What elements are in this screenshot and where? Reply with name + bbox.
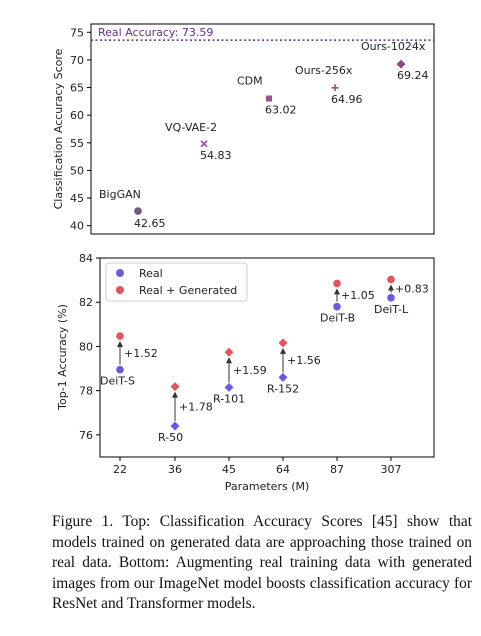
top-y-axis-label: Classification Accuracy Score [52, 48, 65, 209]
model-label: DeiT-S [100, 375, 135, 388]
legend-marker-real [116, 269, 124, 277]
model-label: R-50 [158, 431, 183, 444]
gain-label: +1.59 [233, 364, 267, 377]
bottom-plot-frame [99, 257, 435, 458]
bottom-annotations: +1.52 DeiT-S +1.78 R-50 +1.59 R-101 +1.56 R-152… [100, 283, 429, 444]
top-y-tick-label: 55 [70, 137, 84, 150]
gain-arrows [117, 284, 394, 422]
top-y-ticks: 40 45 50 55 60 65 70 75 [70, 26, 91, 233]
bottom-y-tick-label: 80 [79, 340, 93, 353]
top-point-name: VQ-VAE-2 [165, 121, 217, 134]
top-y-tick-label: 40 [70, 220, 84, 233]
real-generated-point [333, 279, 341, 288]
top-point-marker [134, 207, 142, 215]
top-point-name: BigGAN [99, 188, 141, 201]
top-point-value: 64.96 [331, 93, 363, 106]
legend-box [105, 262, 248, 302]
real-point [278, 372, 288, 382]
reference-line-label: Real Accuracy: 73.59 [98, 26, 213, 39]
real-generated-point [387, 275, 395, 284]
top-point-name: Ours-256x [295, 64, 353, 77]
gain-arrow-head [334, 288, 340, 295]
real-point [170, 421, 180, 431]
gain-label: +1.52 [124, 347, 158, 360]
top-point-name: Ours-1024x [361, 40, 426, 53]
gain-arrow-head [388, 284, 394, 291]
gain-arrow-head [117, 341, 123, 348]
legend-marker-real-generated [116, 286, 124, 294]
bottom-y-ticks: 76 78 80 82 84 [79, 252, 100, 442]
real-generated-point [170, 382, 180, 392]
bottom-x-axis-label: Parameters (M) [225, 480, 310, 493]
top-point-name: CDM [237, 74, 263, 87]
top-y-tick-label: 45 [70, 192, 84, 205]
gain-arrow-head [226, 357, 232, 364]
gain-label: +1.56 [287, 354, 321, 367]
bottom-x-tick-label: 22 [113, 463, 127, 476]
gain-arrow-head [172, 391, 178, 398]
gain-label: +1.05 [341, 289, 375, 302]
real-point [116, 365, 124, 374]
legend-label-real-generated: Real + Generated [139, 284, 237, 297]
top-point-marker [396, 59, 406, 69]
top-point-value: 54.83 [200, 149, 232, 162]
top-point-value: 69.24 [397, 69, 429, 82]
top-plot-frame [90, 23, 435, 235]
model-label: DeiT-B [320, 312, 355, 325]
top-chart: 40 45 50 55 60 65 70 75 Real Accuracy: 73.59 Bi… [52, 23, 435, 235]
legend: Real Real + Generated [105, 262, 248, 302]
model-label: R-101 [213, 392, 245, 405]
bottom-y-tick-label: 76 [79, 429, 93, 442]
top-point-marker [200, 140, 208, 148]
top-point-marker [266, 95, 272, 102]
bottom-y-tick-label: 78 [79, 385, 93, 398]
bottom-y-tick-label: 84 [79, 252, 93, 265]
gain-label: +0.83 [395, 283, 429, 296]
top-y-tick-label: 50 [70, 164, 84, 177]
real-generated-point [278, 338, 288, 348]
top-point-value: 42.65 [134, 217, 166, 230]
real-point [387, 294, 395, 302]
bottom-y-tick-label: 82 [79, 296, 93, 309]
bottom-chart: 76 78 80 82 84 22 36 45 64 87 307 +1.52 DeiT-S +1.7… [56, 252, 435, 493]
top-point-marker [331, 84, 339, 92]
model-label: DeiT-L [374, 303, 409, 316]
bottom-x-tick-label: 45 [222, 463, 236, 476]
top-y-tick-label: 70 [70, 54, 84, 67]
real-generated-point [224, 347, 234, 357]
bottom-points [116, 275, 395, 431]
bottom-x-tick-label: 307 [381, 463, 402, 476]
model-label: R-152 [267, 382, 299, 395]
top-y-tick-label: 60 [70, 109, 84, 122]
top-y-tick-label: 75 [70, 26, 84, 39]
figure-charts: 40 45 50 55 60 65 70 75 Real Accuracy: 73.59 Bi… [52, 23, 435, 493]
figure-caption: Figure 1. Top: Classification Accuracy S… [52, 513, 472, 612]
bottom-x-tick-label: 64 [276, 463, 290, 476]
top-y-tick-label: 65 [70, 82, 84, 95]
real-point [333, 302, 341, 311]
bottom-y-axis-label: Top-1 Accuracy (%) [56, 304, 69, 411]
bottom-x-ticks: 22 36 45 64 87 307 [113, 457, 402, 476]
gain-arrow-head [280, 347, 286, 354]
gain-label: +1.78 [179, 400, 213, 413]
top-points: BigGAN 42.65 VQ-VAE-2 54.83 CDM 63.02 Ours-256… [99, 40, 429, 230]
real-point [224, 382, 234, 392]
bottom-x-tick-label: 87 [330, 463, 344, 476]
legend-label-real: Real [139, 267, 163, 280]
real-generated-point [116, 332, 124, 340]
top-point-value: 63.02 [265, 103, 297, 116]
bottom-x-tick-label: 36 [168, 463, 182, 476]
